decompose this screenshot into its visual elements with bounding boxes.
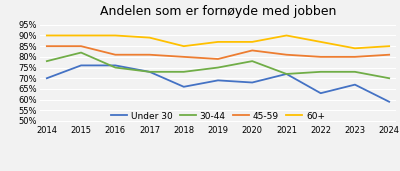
- 45-59: [387, 54, 392, 56]
- Under 30: [318, 92, 323, 94]
- 60+: [113, 35, 118, 37]
- 45-59: [44, 45, 49, 47]
- Under 30: [44, 77, 49, 79]
- Under 30: [387, 101, 392, 103]
- Line: Under 30: Under 30: [47, 65, 389, 102]
- Line: 60+: 60+: [47, 36, 389, 48]
- 30-44: [387, 77, 392, 79]
- 60+: [352, 47, 357, 49]
- Line: 45-59: 45-59: [47, 46, 389, 59]
- 60+: [44, 35, 49, 37]
- 30-44: [216, 67, 220, 69]
- 30-44: [113, 67, 118, 69]
- Under 30: [352, 84, 357, 86]
- Under 30: [79, 64, 84, 67]
- 60+: [284, 35, 289, 37]
- 60+: [216, 41, 220, 43]
- 45-59: [284, 54, 289, 56]
- 30-44: [352, 71, 357, 73]
- 45-59: [181, 56, 186, 58]
- 60+: [147, 37, 152, 39]
- 45-59: [318, 56, 323, 58]
- Under 30: [147, 71, 152, 73]
- 60+: [387, 45, 392, 47]
- Under 30: [216, 79, 220, 81]
- 60+: [250, 41, 255, 43]
- 45-59: [250, 49, 255, 51]
- 30-44: [250, 60, 255, 62]
- 30-44: [284, 73, 289, 75]
- Under 30: [250, 82, 255, 84]
- 45-59: [79, 45, 84, 47]
- 60+: [181, 45, 186, 47]
- 30-44: [318, 71, 323, 73]
- 45-59: [113, 54, 118, 56]
- Legend: Under 30, 30-44, 45-59, 60+: Under 30, 30-44, 45-59, 60+: [111, 112, 325, 121]
- 45-59: [216, 58, 220, 60]
- 45-59: [352, 56, 357, 58]
- Line: 30-44: 30-44: [47, 53, 389, 78]
- 60+: [318, 41, 323, 43]
- 45-59: [147, 54, 152, 56]
- Under 30: [113, 64, 118, 67]
- 30-44: [181, 71, 186, 73]
- 30-44: [44, 60, 49, 62]
- 30-44: [79, 52, 84, 54]
- Title: Andelen som er fornøyde med jobben: Andelen som er fornøyde med jobben: [100, 5, 336, 18]
- 30-44: [147, 71, 152, 73]
- Under 30: [181, 86, 186, 88]
- 60+: [79, 35, 84, 37]
- Under 30: [284, 73, 289, 75]
